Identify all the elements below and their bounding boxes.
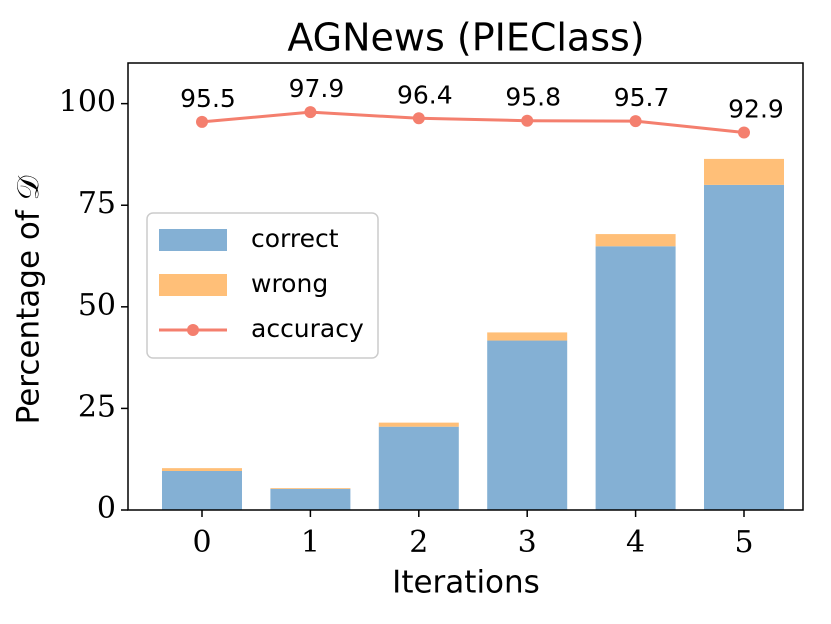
y-tick-label: 50	[78, 288, 116, 323]
point	[304, 106, 317, 119]
x-tick-label: 1	[301, 525, 320, 560]
bar	[270, 488, 351, 510]
data-label: 97.9	[289, 74, 345, 103]
y-axis-label: Percentage of 𝒟	[11, 175, 47, 424]
bar	[487, 332, 568, 341]
bar	[162, 468, 242, 471]
point	[412, 112, 425, 125]
data-label: 95.5	[180, 84, 236, 113]
x-tick-label: 2	[409, 525, 428, 560]
y-tick-label: 100	[59, 85, 116, 120]
bar	[378, 426, 459, 510]
point	[196, 115, 208, 128]
legend-label: wrong	[251, 269, 328, 298]
bar	[162, 470, 242, 510]
chart-title: AGNews (PIEClass)	[287, 16, 644, 60]
x-tick-label: 5	[734, 525, 753, 560]
data-label: 96.4	[397, 80, 453, 109]
legend-swatch	[159, 274, 227, 296]
bar	[704, 158, 784, 185]
y-tick-label: 75	[78, 186, 116, 221]
y-tick-label: 25	[78, 389, 116, 424]
x-tick-label: 0	[192, 525, 211, 560]
y-tick-label: 0	[97, 491, 116, 526]
bar	[595, 234, 676, 247]
x-axis-label: Iterations	[392, 565, 540, 601]
legend-label: accuracy	[251, 314, 364, 343]
legend: correct wrong accuracy	[146, 212, 379, 359]
axes-frame	[127, 62, 804, 511]
point	[521, 114, 534, 127]
legend-label: correct	[251, 224, 339, 253]
legend-swatch	[159, 229, 227, 251]
bar	[270, 488, 351, 489]
legend-marker	[187, 324, 199, 336]
point	[629, 115, 642, 128]
x-tick-label: 3	[518, 525, 537, 560]
bar	[595, 246, 676, 510]
data-label: 95.8	[505, 83, 561, 112]
line	[201, 110, 745, 134]
bar	[378, 422, 459, 427]
x-tick-label: 4	[626, 525, 645, 560]
bar	[487, 340, 568, 510]
bar	[704, 184, 784, 510]
data-label: 95.7	[614, 83, 670, 112]
point	[738, 126, 750, 139]
data-label: 92.9	[728, 94, 784, 123]
